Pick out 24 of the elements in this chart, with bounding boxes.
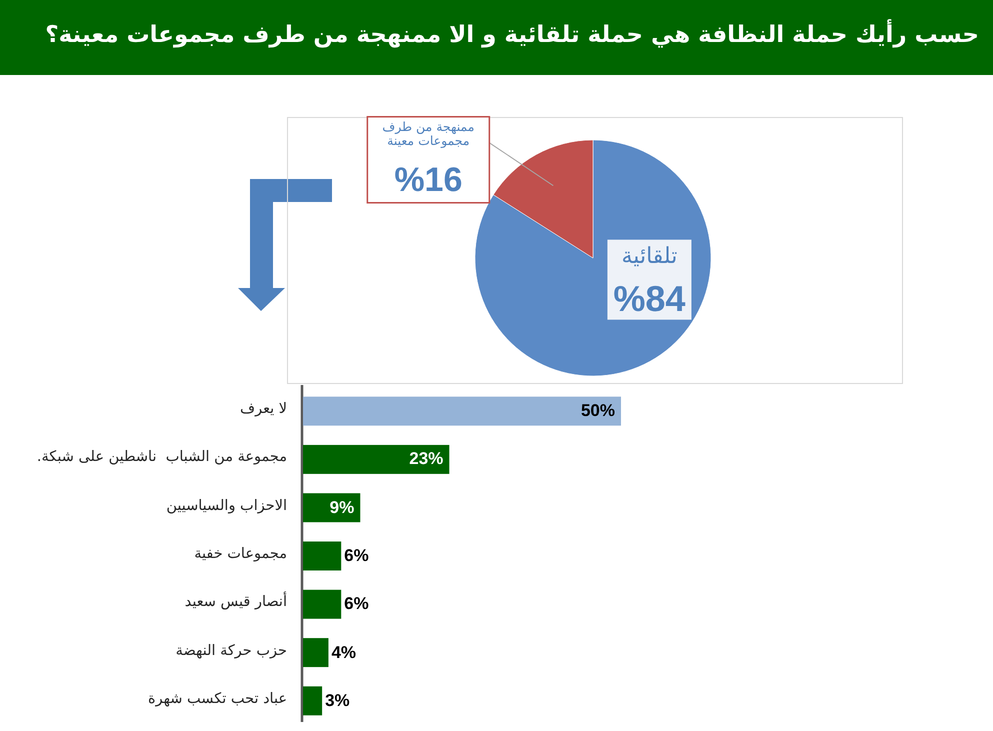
data-label: 3% <box>325 690 350 710</box>
y-tick-label: لا يعرف <box>240 401 287 418</box>
data-label: %16 <box>393 160 464 200</box>
slice-label: ممنهجة من طرف مجموعات معينة <box>381 118 476 149</box>
bar <box>303 686 322 716</box>
y-tick-label: حزب حركة النهضة <box>176 642 287 660</box>
data-label: 6% <box>344 594 369 614</box>
y-tick-label: مجموعة من الشباب ناشطين على شبكة. <box>36 449 287 466</box>
y-tick-label: مجموعات خفية <box>194 546 287 563</box>
bar <box>303 396 621 426</box>
data-label: 9% <box>330 498 354 518</box>
data-label: 4% <box>331 642 356 662</box>
data-label: 6% <box>344 546 369 566</box>
data-label: 50% <box>580 401 615 421</box>
slice-label: تلقائية <box>620 244 678 269</box>
data-label: %84 <box>612 278 686 320</box>
y-tick-label: أنصار قيس سعيد <box>184 594 287 611</box>
bar <box>303 638 328 668</box>
bar <box>303 542 342 570</box>
bar <box>303 590 342 619</box>
y-tick-label: عباد تحب تكسب شهرة <box>148 690 287 708</box>
y-tick-label: الاحزاب والسياسيين <box>166 498 287 514</box>
data-label: 23% <box>409 449 444 469</box>
bar <box>303 444 450 474</box>
